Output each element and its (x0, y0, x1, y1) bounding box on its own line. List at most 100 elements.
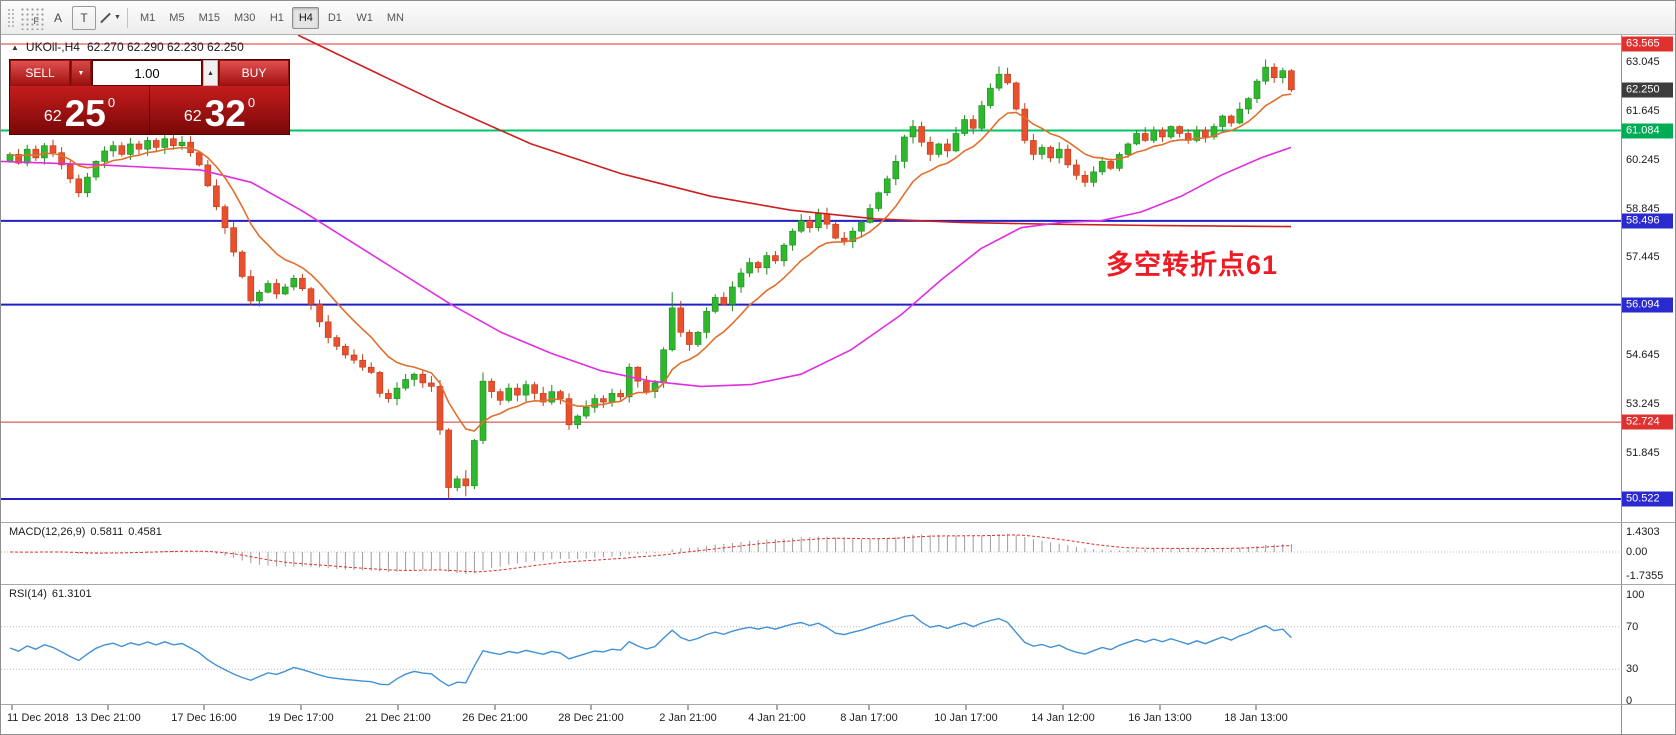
candle-body (514, 387, 521, 396)
candle-body (1064, 148, 1072, 166)
candle-body (797, 220, 805, 232)
candle-body (582, 407, 590, 417)
sell-button[interactable]: SELL (10, 60, 70, 86)
candle-body (883, 178, 891, 194)
timeframe-h4[interactable]: H4 (292, 6, 320, 29)
timeframe-m15[interactable]: M15 (193, 7, 226, 29)
candle-body (995, 73, 1003, 89)
timeframe-w1[interactable]: W1 (350, 7, 379, 29)
chart-text-annotation[interactable]: 多空转折点61 (1106, 250, 1279, 280)
text-label-icon[interactable]: T (72, 5, 96, 30)
timeframe-h1[interactable]: H1 (263, 7, 290, 29)
candle-body (539, 393, 547, 403)
candle-body (720, 297, 728, 305)
timeframe-m1[interactable]: M1 (134, 7, 161, 29)
candle-body (1288, 70, 1295, 91)
timeframe-m5[interactable]: M5 (163, 7, 190, 29)
time-axis-separator (1, 704, 1675, 705)
sell-price[interactable]: 62 25 0 (10, 86, 150, 134)
price-tick-label: 58.845 (1626, 202, 1660, 215)
toolbar-grip[interactable] (7, 7, 14, 28)
price-badge-56.094: 56.094 (1622, 297, 1673, 313)
candle-body (789, 230, 796, 246)
candle-body (754, 262, 762, 269)
price-badge-52.724: 52.724 (1622, 414, 1673, 430)
candle-body (281, 286, 289, 295)
candle-body (109, 145, 117, 152)
macd-scale-label: -1.7355 (1626, 570, 1664, 583)
volume-increase-button[interactable]: ▲ (203, 60, 218, 86)
timeframe-mn[interactable]: MN (381, 7, 410, 29)
fibonacci-icon[interactable]: F (20, 5, 44, 30)
candle-body (135, 143, 143, 150)
candle-body (1141, 133, 1149, 141)
candle-body (238, 251, 246, 277)
candle-body (987, 87, 994, 106)
candle-body (772, 255, 779, 262)
time-label: 26 Dec 21:00 (462, 712, 528, 724)
candle-body (479, 380, 487, 441)
candle-body (686, 332, 693, 345)
fast-ma-orange-line (9, 93, 1292, 432)
time-label: 17 Dec 16:00 (171, 712, 237, 724)
candle-body (32, 148, 40, 159)
time-label: 8 Jan 17:00 (840, 712, 898, 724)
text-icon[interactable]: A (46, 6, 70, 30)
candle-body (1167, 126, 1175, 138)
candle-body (23, 148, 31, 164)
candle-body (565, 398, 573, 426)
timeframe-d1[interactable]: D1 (321, 7, 348, 29)
price-badge-58.496: 58.496 (1622, 213, 1673, 229)
buy-price-superscript: 0 (247, 95, 256, 110)
candle-body (101, 150, 108, 162)
price-tick-label: 51.845 (1626, 446, 1660, 459)
volume-input[interactable]: 1.00 (92, 60, 202, 86)
price-axis[interactable]: 63.045 61.645 60.245 58.845 57.445 54.645 53.2… (1621, 35, 1675, 734)
candle-body (591, 398, 599, 408)
timeframe-m30[interactable]: M30 (228, 7, 261, 29)
candle-body (1150, 129, 1158, 141)
timeframes-group: M1 M5 M15 M30 H1 H4 D1 W1 MN (133, 6, 411, 29)
time-label: 14 Jan 12:00 (1031, 712, 1095, 724)
macd-scale-label: 1.4303 (1626, 526, 1660, 538)
panel-separator-rsi[interactable] (1, 584, 1675, 585)
candle-body (428, 382, 435, 387)
buy-price[interactable]: 62 32 0 (150, 86, 289, 134)
panel-separator-macd[interactable] (1, 522, 1675, 523)
time-label: 13 Dec 21:00 (75, 712, 141, 724)
candle-body (264, 283, 272, 293)
price-tick-label: 63.045 (1626, 56, 1660, 69)
candle-body (522, 384, 530, 396)
candle-body (324, 321, 332, 338)
candle-body (815, 213, 822, 228)
candle-body (1245, 98, 1252, 110)
one-click-trading-panel: SELL ▼ 1.00 ▲ BUY 62 25 0 62 32 0 (9, 59, 290, 135)
candle-body (41, 145, 48, 159)
candle-body (66, 164, 74, 180)
candle-body (858, 222, 865, 232)
price-badge-63.565: 63.565 (1622, 36, 1673, 52)
symbol-period-label: UKOil-,H4 (25, 40, 80, 54)
candle-body (49, 145, 57, 153)
volume-decrease-button[interactable]: ▼ (71, 60, 91, 86)
price-tick-label: 60.245 (1626, 153, 1660, 166)
candle-body (230, 227, 237, 253)
candle-body (453, 478, 461, 488)
candle-body (299, 277, 306, 290)
candle-body (548, 391, 556, 403)
time-label: 11 Dec 2018 (7, 712, 69, 724)
candle-body (617, 393, 624, 398)
buy-button[interactable]: BUY (219, 60, 289, 86)
candle-body (359, 359, 366, 368)
candle-body (832, 223, 839, 239)
arrows-icon[interactable]: ▼ (98, 6, 122, 30)
sell-price-prefix: 62 (43, 108, 62, 125)
toolbar-separator (127, 7, 128, 28)
candle-body (342, 345, 349, 356)
candle-body (1262, 66, 1269, 82)
collapse-icon[interactable]: ▲ (11, 42, 19, 52)
candle-body (1124, 143, 1132, 155)
time-label: 2 Jan 21:00 (659, 712, 717, 724)
candle-body (1227, 115, 1235, 124)
